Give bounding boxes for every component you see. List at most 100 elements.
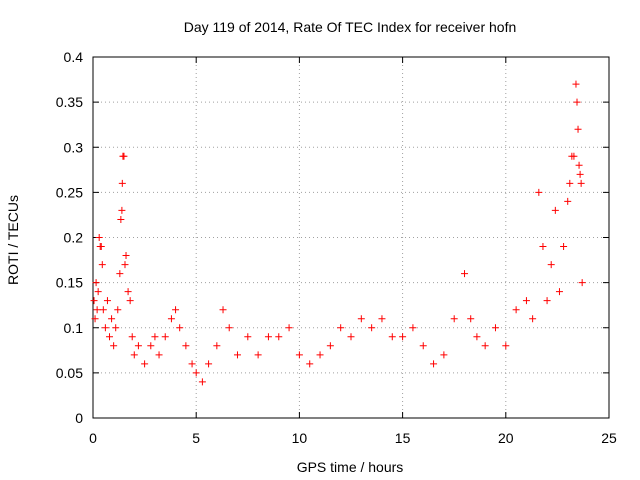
data-point (93, 306, 101, 314)
data-point (108, 315, 116, 323)
data-point (337, 324, 345, 332)
data-point (97, 243, 105, 251)
y-axis-label: ROTI / TECUs (5, 195, 21, 285)
data-point (264, 333, 272, 341)
data-point (543, 297, 551, 305)
data-point (555, 288, 563, 296)
data-point (121, 261, 129, 269)
data-point (574, 125, 582, 133)
data-point (430, 360, 438, 368)
data-point (130, 351, 138, 359)
data-point (126, 297, 134, 305)
y-tick-label: 0.1 (64, 320, 84, 336)
data-point (90, 297, 98, 305)
x-tick-label: 15 (395, 430, 411, 446)
data-point (481, 342, 489, 350)
y-tick-label: 0.15 (56, 275, 83, 291)
x-axis-ticks: 0 5 10 15 20 25 (89, 57, 617, 446)
data-point (357, 315, 365, 323)
data-point (205, 360, 213, 368)
data-point (182, 342, 190, 350)
data-point (225, 324, 233, 332)
data-point (512, 306, 520, 314)
x-tick-label: 20 (498, 430, 514, 446)
data-point (128, 333, 136, 341)
data-point (151, 333, 159, 341)
data-point (560, 243, 568, 251)
y-tick-label: 0.35 (56, 94, 83, 110)
data-point (116, 270, 124, 278)
data-point (198, 378, 206, 386)
x-tick-label: 5 (192, 430, 200, 446)
data-point (399, 333, 407, 341)
data-point (347, 333, 355, 341)
data-point (167, 315, 175, 323)
data-point (467, 315, 475, 323)
data-point (316, 351, 324, 359)
chart-title: Day 119 of 2014, Rate Of TEC Index for r… (184, 19, 517, 35)
data-point (285, 324, 293, 332)
y-axis-ticks: 0 0.05 0.1 0.15 0.2 0.25 0.3 0.35 0.4 (56, 49, 609, 426)
data-point (99, 306, 107, 314)
data-point (141, 360, 149, 368)
y-tick-label: 0.05 (56, 365, 83, 381)
data-point (122, 252, 130, 260)
data-point (120, 152, 128, 160)
data-point (529, 315, 537, 323)
data-point (161, 333, 169, 341)
data-point (326, 342, 334, 350)
data-point (192, 369, 200, 377)
data-point (219, 306, 227, 314)
data-point (95, 234, 103, 241)
data-point (491, 324, 499, 332)
data-point (440, 351, 448, 359)
data-point (575, 161, 583, 169)
data-point (117, 215, 125, 223)
data-point (419, 342, 427, 350)
data-point (566, 179, 574, 187)
data-point (576, 170, 584, 178)
data-point (573, 98, 581, 106)
y-tick-label: 0 (75, 410, 83, 426)
data-point (473, 333, 481, 341)
data-point (244, 333, 252, 341)
data-point (92, 279, 100, 287)
data-point (114, 306, 122, 314)
x-axis-label: GPS time / hours (297, 459, 404, 475)
data-point (564, 197, 572, 205)
data-point (110, 342, 118, 350)
data-point (124, 288, 132, 296)
data-point (147, 342, 155, 350)
data-point (94, 288, 102, 296)
data-point (388, 333, 396, 341)
data-point (188, 360, 196, 368)
data-point (409, 324, 417, 332)
data-point (502, 342, 510, 350)
data-point (539, 243, 547, 251)
data-point (450, 315, 458, 323)
data-point (103, 297, 111, 305)
data-point (461, 270, 469, 278)
x-tick-label: 25 (601, 430, 617, 446)
data-point (547, 261, 555, 269)
data-point (306, 360, 314, 368)
data-point (101, 324, 109, 332)
data-point (368, 324, 376, 332)
y-tick-label: 0.3 (64, 139, 84, 155)
data-point (572, 80, 580, 88)
data-point (535, 188, 543, 196)
data-point (213, 342, 221, 350)
y-tick-label: 0.25 (56, 184, 83, 200)
data-point (134, 342, 142, 350)
data-point (112, 324, 120, 332)
data-point (551, 206, 559, 214)
data-point (155, 351, 163, 359)
x-tick-label: 10 (292, 430, 308, 446)
data-point (275, 333, 283, 341)
data-point (254, 351, 262, 359)
x-tick-label: 0 (89, 430, 97, 446)
data-point (118, 179, 126, 187)
data-point (91, 315, 99, 323)
data-point (106, 333, 114, 341)
data-point (233, 351, 241, 359)
